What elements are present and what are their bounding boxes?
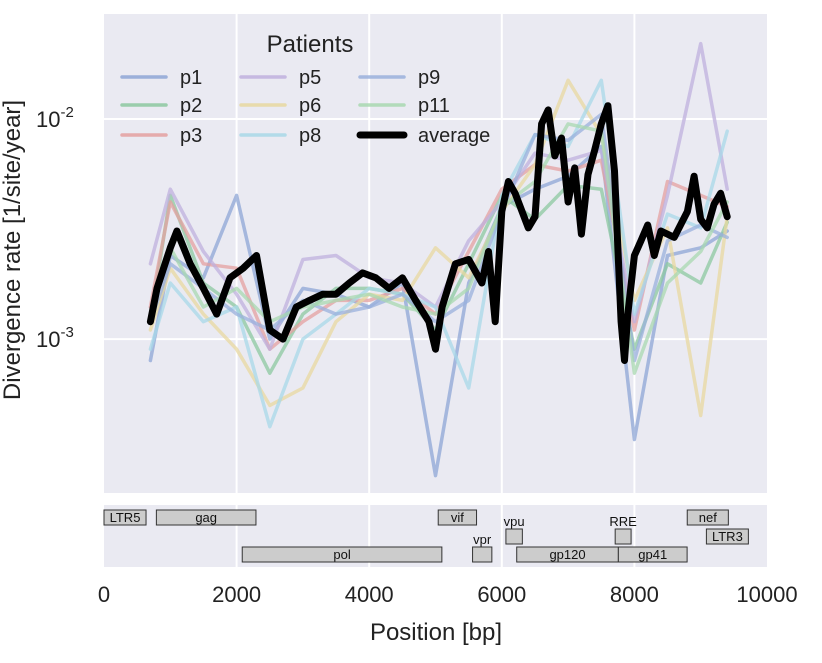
gene-box-vif <box>437 509 478 526</box>
gene-label-vpr: vpr <box>473 532 492 547</box>
x-tick-label: 8000 <box>610 582 659 607</box>
legend-label-p8: p8 <box>299 125 321 147</box>
gene-label-pol: pol <box>333 547 350 562</box>
gene-label-LTR3: LTR3 <box>712 529 743 544</box>
gene-label-gp120: gp120 <box>549 547 585 562</box>
legend: Patients p1 p2 p3 p5 p6 p8 p9 p11 average <box>120 31 490 147</box>
x-axis-label: Position [bp] <box>370 619 502 646</box>
y-axis-label: Divergence rate [1/site/year] <box>0 100 26 400</box>
gene-box-RRE <box>614 528 632 545</box>
axis-ticks: 0 2000 4000 6000 8000 10000 10-3 10-2 <box>36 104 798 607</box>
x-tick-label: 2000 <box>212 582 261 607</box>
y-tick-label: 10-3 <box>36 324 74 352</box>
series-line-average <box>146 102 731 364</box>
series-line-p11 <box>148 122 729 375</box>
legend-label-p3: p3 <box>180 125 202 147</box>
gene-box-pol <box>241 546 443 563</box>
gene-annotations: LTR5 gag vif nef vpu RRE LTR3 pol vpr gp120 gp41 <box>103 509 749 563</box>
series-layer <box>146 41 731 478</box>
legend-label-p9: p9 <box>418 67 440 89</box>
x-tick-label: 0 <box>98 582 110 607</box>
series-line-p8 <box>148 78 729 429</box>
x-tick-label: 4000 <box>345 582 394 607</box>
gene-box-gag <box>155 509 257 526</box>
gene-box-LTR5 <box>103 509 147 526</box>
legend-label-p1: p1 <box>180 67 202 89</box>
legend-label-p5: p5 <box>299 67 321 89</box>
x-tick-label: 10000 <box>736 582 797 607</box>
gene-label-gag: gag <box>195 510 217 525</box>
gene-box-LTR3 <box>705 528 749 545</box>
legend-label-p2: p2 <box>180 95 202 117</box>
gene-label-LTR5: LTR5 <box>110 510 141 525</box>
gene-label-vpu: vpu <box>504 514 525 529</box>
series-line-p6 <box>148 78 729 418</box>
legend-title: Patients <box>267 31 354 58</box>
gene-label-nef: nef <box>699 510 717 525</box>
gene-label-vif: vif <box>451 510 464 525</box>
gene-box-nef <box>686 509 729 526</box>
legend-label-p6: p6 <box>299 95 321 117</box>
gene-box-vpu <box>505 528 523 545</box>
series-line-p1 <box>148 144 729 478</box>
gene-label-gp41: gp41 <box>638 547 667 562</box>
legend-label-p11: p11 <box>418 95 450 117</box>
gene-box-vpr <box>472 546 493 563</box>
legend-label-average: average <box>418 125 490 147</box>
gene-box-gp41 <box>617 546 688 563</box>
x-tick-label: 6000 <box>477 582 526 607</box>
gene-label-RRE: RRE <box>609 514 637 529</box>
y-tick-label: 10-2 <box>36 104 74 132</box>
